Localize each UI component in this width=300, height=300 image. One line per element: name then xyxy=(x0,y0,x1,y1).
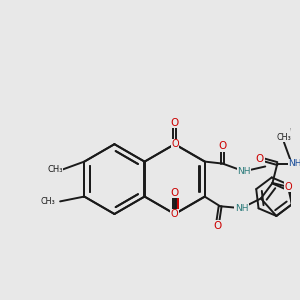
Text: O: O xyxy=(284,182,292,192)
Text: O: O xyxy=(218,141,227,151)
Text: CH₃: CH₃ xyxy=(40,197,55,206)
Text: O: O xyxy=(171,188,179,198)
Text: CH₃: CH₃ xyxy=(277,133,291,142)
Text: O: O xyxy=(171,139,179,149)
Text: O: O xyxy=(256,154,264,164)
Text: O: O xyxy=(213,220,221,231)
Text: NH: NH xyxy=(288,159,300,168)
Text: O: O xyxy=(170,118,179,128)
Text: NH: NH xyxy=(237,167,251,176)
Text: CH₃: CH₃ xyxy=(47,165,63,174)
Text: O: O xyxy=(171,209,178,219)
Text: NH: NH xyxy=(235,204,248,213)
